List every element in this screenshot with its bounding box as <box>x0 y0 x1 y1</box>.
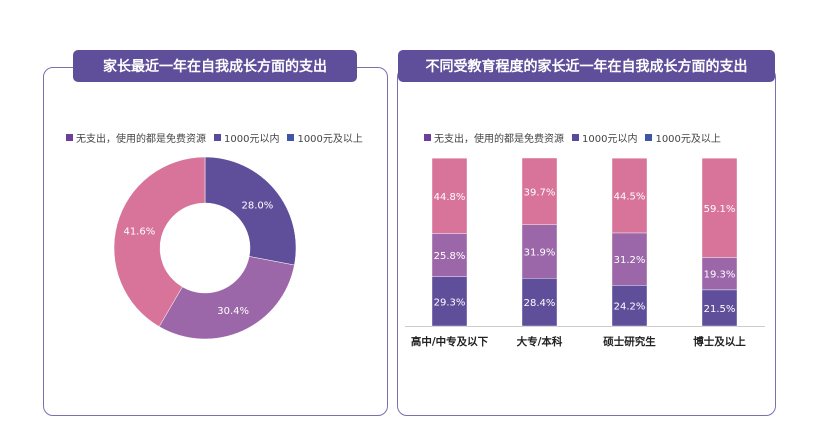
bar-segment <box>701 157 738 258</box>
legend-label: 无支出，使用的都是免费资源 <box>434 134 564 145</box>
bar-segment <box>521 278 558 327</box>
bar-label: 44.5% <box>614 192 646 203</box>
bar-label: 59.1% <box>704 204 736 215</box>
legend-item: 无支出，使用的都是免费资源 <box>66 130 206 145</box>
bar-segment <box>521 157 558 225</box>
legend-label: 1000元及以上 <box>297 134 363 145</box>
slice-label: 28.0% <box>242 201 274 212</box>
donut-slice <box>158 256 295 340</box>
legend-swatch <box>66 134 73 141</box>
slice-label: 41.6% <box>123 226 155 237</box>
left-panel <box>43 67 388 416</box>
legend-swatch <box>424 134 431 141</box>
bar-label: 44.8% <box>434 192 466 203</box>
bar-segment <box>521 224 558 279</box>
category-label: 硕士研究生 <box>603 335 656 348</box>
bar-label: 28.4% <box>524 298 556 309</box>
category-label: 大专/本科 <box>517 335 563 348</box>
left-chart-title: 家长最近一年在自我成长方面的支出 <box>73 50 357 82</box>
legend-item: 无支出，使用的都是免费资源 <box>424 130 564 145</box>
bar-segment <box>431 233 468 277</box>
legend-label: 1000元以内 <box>224 134 280 145</box>
legend-swatch <box>572 134 579 141</box>
left-legend: 无支出，使用的都是免费资源 1000元以内 1000元及以上 <box>66 130 363 145</box>
bar-segment <box>611 157 648 234</box>
bar-label: 31.9% <box>524 247 556 258</box>
right-chart-title: 不同受教育程度的家长近一年在自我成长方面的支出 <box>398 50 775 82</box>
bar-label: 29.3% <box>434 297 466 308</box>
bar-segment <box>611 285 648 327</box>
bar-label: 31.2% <box>614 255 646 266</box>
bar-segment <box>431 157 468 234</box>
legend-label: 无支出，使用的都是免费资源 <box>76 134 206 145</box>
legend-label: 1000元及以上 <box>655 134 721 145</box>
legend-item: 1000元及以上 <box>287 130 363 145</box>
right-legend: 无支出，使用的都是免费资源 1000元以内 1000元及以上 <box>424 130 721 145</box>
legend-swatch <box>214 134 221 141</box>
legend-item: 1000元及以上 <box>645 130 721 145</box>
bar-label: 39.7% <box>524 187 556 198</box>
legend-swatch <box>645 134 653 141</box>
bar-label: 24.2% <box>614 302 646 313</box>
bar-segment <box>431 276 468 327</box>
legend-item: 1000元以内 <box>214 130 279 145</box>
legend-swatch <box>287 134 295 141</box>
slice-label: 30.4% <box>217 306 249 317</box>
bar-label: 19.3% <box>704 270 736 281</box>
donut-slice <box>204 156 297 266</box>
bar-label: 25.8% <box>434 251 466 262</box>
donut-slice <box>113 156 206 327</box>
category-label: 博士及以上 <box>693 335 746 348</box>
category-label: 高中/中专及以下 <box>411 335 489 348</box>
bar-segment <box>611 232 648 286</box>
legend-label: 1000元以内 <box>582 134 638 145</box>
bar-label: 21.5% <box>704 304 736 315</box>
legend-item: 1000元以内 <box>572 130 637 145</box>
